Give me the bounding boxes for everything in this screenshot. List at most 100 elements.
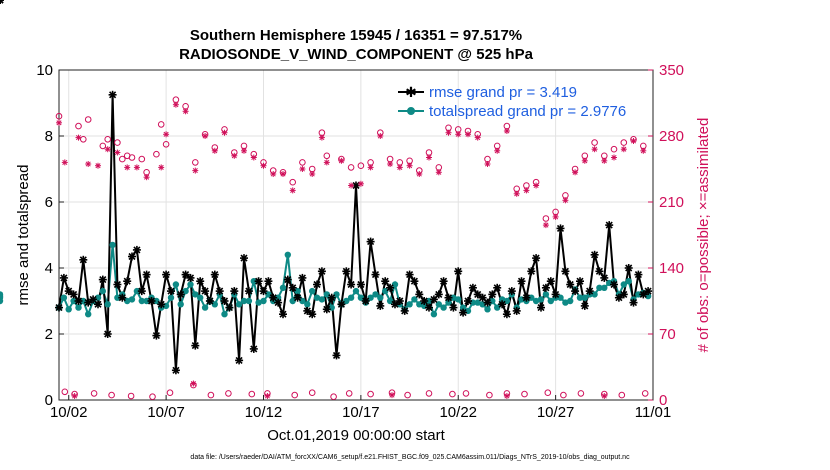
totalspread-point [279, 284, 287, 291]
rmse-point [249, 344, 258, 353]
obs-possible-point [367, 159, 374, 166]
obs-assimilated-point [601, 393, 608, 399]
rmse-point [483, 298, 492, 307]
obs-possible-point [55, 112, 63, 120]
legend-spread-label: totalspread grand pr = 2.9776 [429, 103, 626, 120]
obs-assimilated-point [114, 149, 121, 156]
rmse-point [137, 287, 146, 296]
obs-possible-point [90, 390, 98, 397]
obs-possible-point [182, 103, 189, 110]
obs-assimilated-point [513, 190, 520, 197]
rmse-point-stroke [625, 264, 633, 272]
obs-assimilated-point [104, 146, 111, 153]
rmse-point-stroke [255, 277, 263, 285]
totalspread-point [367, 294, 374, 301]
totalspread-point [235, 301, 243, 308]
rmse-point-stroke [449, 304, 457, 312]
rmse-point [196, 277, 205, 286]
rmse-point-stroke [488, 290, 496, 298]
rmse-point [162, 270, 171, 279]
totalspread-point [557, 294, 564, 301]
rmse-point-stroke [235, 356, 243, 364]
totalspread-point [581, 294, 588, 301]
totalspread-point [128, 296, 136, 303]
obs-assimilated-stroke [163, 131, 169, 137]
obs-assimilated-stroke [416, 171, 422, 177]
obs-possible-point [641, 390, 649, 397]
rmse-point-stroke [610, 280, 618, 289]
rmse-point-stroke [415, 290, 423, 298]
rmse-point-stroke [600, 274, 608, 282]
obs-assimilated-point [389, 392, 395, 399]
totalspread-point [576, 294, 584, 301]
obs-assimilated-stroke [455, 131, 461, 137]
totalspread-point [265, 291, 272, 298]
rmse-point [254, 277, 263, 286]
rmse-point-stroke [561, 267, 569, 275]
obs-assimilated-stroke [202, 133, 208, 139]
rmse-point [308, 310, 317, 319]
obs-assimilated-stroke [368, 164, 374, 170]
rmse-point [0, 0, 4, 4]
totalspread-point [484, 306, 491, 313]
totalspread-point [503, 297, 511, 305]
rmse-point-stroke [522, 294, 530, 302]
obs-possible-point [330, 393, 337, 401]
totalspread-point [333, 291, 340, 298]
obs-assimilated-stroke [387, 161, 393, 167]
totalspread-point [274, 294, 282, 301]
obs-assimilated-stroke [212, 148, 218, 154]
obs-assimilated-point [620, 146, 627, 153]
rmse-point [468, 283, 477, 292]
totalspread-point [255, 299, 262, 306]
obs-possible-point [127, 392, 135, 400]
rmse-point [244, 287, 253, 296]
rmse-point [288, 283, 297, 292]
totalspread-point [445, 299, 452, 306]
obs-assimilated-point [309, 171, 316, 177]
totalspread-point [498, 296, 506, 303]
totalspread-point [459, 304, 467, 311]
rmse-point-stroke [109, 91, 117, 99]
rmse-point [498, 300, 507, 309]
rmse-point-stroke [318, 267, 326, 275]
rmse-point-stroke [337, 300, 345, 308]
obs-possible-point [299, 159, 306, 166]
rmse-point [317, 267, 326, 276]
rmse-point-stroke [65, 287, 73, 295]
totalspread-point [494, 304, 501, 311]
obs-assimilated-stroke [582, 158, 588, 164]
obs-possible-point [192, 159, 199, 166]
obs-assimilated-point [250, 154, 257, 161]
obs-assimilated-point [299, 166, 306, 172]
obs-assimilated-point [435, 169, 442, 176]
obs-assimilated-point [124, 164, 131, 171]
obs-possible-point [345, 390, 353, 397]
obs-possible-point [581, 152, 589, 160]
rmse-point [69, 290, 78, 299]
obs-assimilated-point [503, 128, 510, 134]
rmse-point [366, 237, 375, 246]
rmse-point-stroke [0, 0, 4, 4]
totalspread-point [85, 311, 92, 318]
y-right-tick-label: 140 [659, 260, 684, 277]
totalspread-point [357, 294, 365, 301]
plot-frame [58, 69, 654, 401]
obs-possible-point [396, 159, 404, 166]
obs-possible-point [513, 185, 521, 193]
obs-assimilated-point [503, 393, 510, 399]
rmse-point [264, 277, 273, 286]
totalspread-point [411, 296, 418, 303]
rmse-point-stroke [552, 290, 560, 298]
totalspread-point [309, 287, 316, 295]
rmse-point-stroke [294, 294, 302, 302]
rmse-point-stroke [420, 297, 428, 305]
totalspread-point [245, 297, 253, 305]
rmse-point [624, 264, 633, 272]
obs-assimilated-stroke [190, 380, 196, 387]
obs-possible-point [61, 388, 69, 396]
obs-assimilated-point [85, 161, 92, 167]
footnote: data file: /Users/raeder/DAI/ATM_forcXX/… [190, 454, 630, 461]
obs-assimilated-stroke [514, 191, 520, 197]
obs-assimilated-stroke [241, 148, 247, 154]
